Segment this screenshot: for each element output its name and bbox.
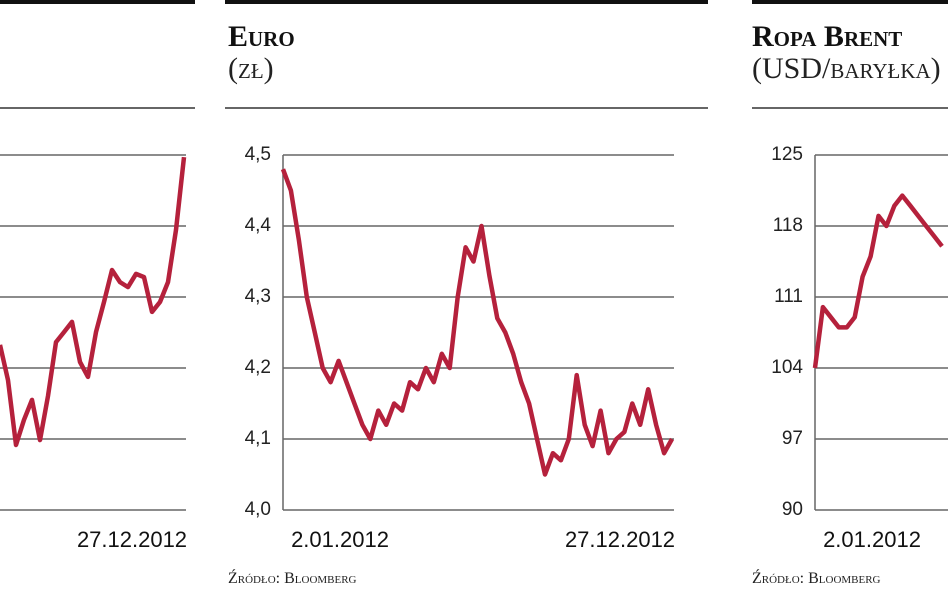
data-line xyxy=(0,156,187,448)
header-rule xyxy=(225,0,708,4)
x-tick-label: 2.01.2012 xyxy=(291,527,389,552)
x-tick-label: 27.12.2012 xyxy=(565,527,675,552)
y-tick-label: 104 xyxy=(771,357,803,378)
panel-subtitle: (USD/baryłka) xyxy=(752,52,941,85)
source-note: Źródło: Bloomberg xyxy=(228,568,357,587)
y-tick-label: 90 xyxy=(782,499,803,520)
x-tick-label: 27.12.2012 xyxy=(77,527,187,552)
y-tick-label: 4,3 xyxy=(245,286,271,307)
panel-title: Ropa Brent xyxy=(752,20,902,53)
x-tick-label: 2.01.2012 xyxy=(823,527,921,552)
y-tick-label: 4,5 xyxy=(245,144,271,165)
header-rule xyxy=(0,0,195,4)
data-line xyxy=(812,193,944,369)
y-tick-label: 97 xyxy=(782,428,803,449)
header-rule xyxy=(752,0,948,4)
y-tick-label: 111 xyxy=(774,286,803,307)
y-tick-label: 4,4 xyxy=(245,215,272,236)
y-tick-label: 125 xyxy=(771,144,803,165)
source-note: Źródło: Bloomberg xyxy=(752,568,881,587)
data-line xyxy=(280,168,674,477)
y-tick-label: 4,1 xyxy=(245,428,271,449)
y-tick-label: 118 xyxy=(773,215,803,236)
y-tick-label: 4,0 xyxy=(245,499,271,520)
panel-title: Euro xyxy=(228,20,295,53)
y-tick-label: 4,2 xyxy=(245,357,271,378)
panel-subtitle: (zł) xyxy=(228,52,274,85)
